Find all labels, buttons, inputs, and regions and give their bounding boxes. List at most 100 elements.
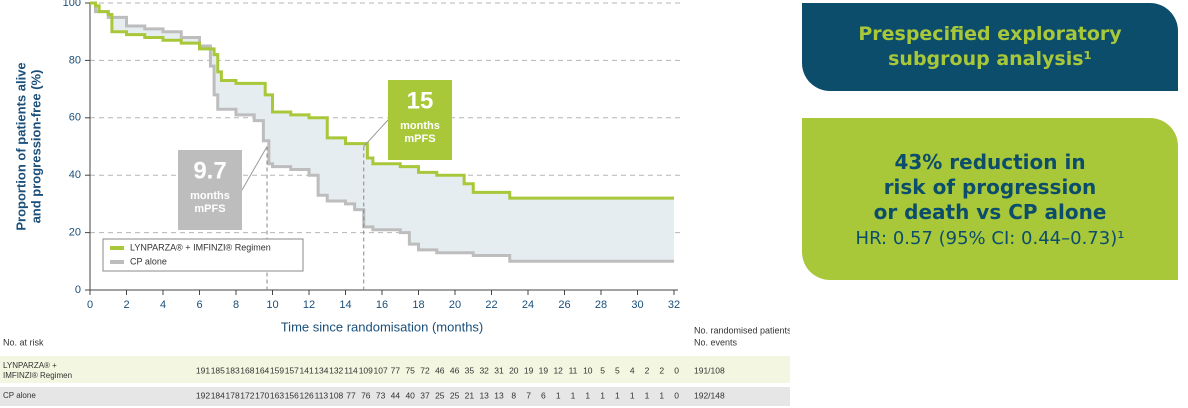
x-tick-label: 2: [123, 299, 129, 311]
legend-label: LYNPARZA® + IMFINZI® Regimen: [130, 242, 271, 252]
annotation-box: [388, 80, 452, 160]
risk-count: 2: [659, 365, 664, 375]
risk-count: 75: [405, 365, 415, 375]
risk-count: 13: [494, 390, 504, 400]
risk-count: 8: [511, 390, 516, 400]
risk-count: 0: [674, 365, 679, 375]
legend-label: CP alone: [130, 256, 167, 266]
result-panel: 43% reduction in risk of progression or …: [802, 118, 1178, 280]
y-tick-label: 20: [69, 227, 81, 239]
x-tick-label: 12: [303, 299, 315, 311]
risk-title: No. at risk: [3, 337, 44, 347]
y-tick-label: 0: [75, 284, 81, 296]
risk-count: 44: [391, 390, 401, 400]
risk-count: 37: [420, 390, 430, 400]
x-tick-label: 20: [449, 299, 461, 311]
connector: [241, 146, 268, 191]
risk-count: 1: [645, 390, 650, 400]
headline-line: or death vs CP alone: [873, 199, 1107, 224]
risk-count: 77: [391, 365, 401, 375]
risk-count: 159: [270, 365, 284, 375]
risk-count: 73: [376, 390, 386, 400]
difference-area: [90, 3, 674, 262]
subgroup-panel: Prespecified exploratory subgroup analys…: [802, 3, 1178, 91]
risk-count: 184: [211, 390, 225, 400]
risk-count: 25: [450, 390, 460, 400]
risk-count: 168: [240, 365, 254, 375]
risk-count: 1: [556, 390, 561, 400]
x-tick-label: 22: [485, 299, 497, 311]
risk-count: 10: [583, 365, 593, 375]
risk-side-header: No. randomised patients/: [694, 325, 790, 335]
risk-count: 11: [569, 365, 578, 375]
y-axis-title: Proportion of patients alive: [13, 62, 28, 230]
risk-count: 13: [479, 390, 489, 400]
x-tick-label: 8: [233, 299, 239, 311]
risk-total: 192/148: [694, 390, 725, 400]
risk-count: 6: [541, 390, 546, 400]
headline-line: risk of progression: [883, 174, 1097, 199]
x-tick-label: 18: [412, 299, 424, 311]
risk-count: 183: [226, 365, 240, 375]
x-tick-label: 30: [631, 299, 643, 311]
risk-count: 19: [524, 365, 534, 375]
connector: [363, 119, 389, 147]
annotation-text: months: [400, 120, 440, 132]
risk-row-bg: [0, 387, 790, 406]
risk-row-label: CP alone: [3, 391, 36, 400]
risk-count: 32: [479, 365, 489, 375]
risk-count: 2: [645, 365, 650, 375]
risk-count: 108: [329, 390, 343, 400]
risk-count: 192: [196, 390, 210, 400]
risk-count: 185: [211, 365, 225, 375]
risk-count: 35: [465, 365, 475, 375]
risk-count: 19: [539, 365, 549, 375]
risk-count: 1: [585, 390, 590, 400]
risk-count: 163: [270, 390, 284, 400]
risk-count: 31: [494, 365, 504, 375]
y-tick-label: 80: [69, 54, 81, 66]
risk-count: 141: [300, 365, 314, 375]
risk-count: 0: [674, 390, 679, 400]
risk-count: 77: [346, 390, 356, 400]
risk-count: 107: [374, 365, 388, 375]
y-tick-label: 60: [69, 112, 81, 124]
x-tick-label: 16: [376, 299, 388, 311]
km-curve: [90, 1, 674, 200]
risk-count: 172: [240, 390, 254, 400]
risk-count: 113: [315, 390, 329, 400]
risk-side-header: No. events: [694, 337, 738, 347]
km-curve: [90, 1, 674, 263]
risk-count: 7: [526, 390, 531, 400]
annotation-text: months: [190, 190, 230, 202]
x-tick-label: 24: [522, 299, 534, 311]
headline-line: 43% reduction in: [894, 149, 1086, 174]
risk-count: 72: [420, 365, 430, 375]
risk-count: 134: [314, 365, 328, 375]
x-tick-label: 0: [87, 299, 93, 311]
x-tick-label: 14: [339, 299, 351, 311]
risk-count: 170: [255, 390, 269, 400]
risk-count: 114: [344, 365, 358, 375]
risk-count: 1: [600, 390, 605, 400]
risk-count: 5: [615, 365, 620, 375]
subgroup-text: Prespecified exploratory subgroup analys…: [858, 23, 1122, 70]
legend-box: [102, 238, 304, 272]
annotation-value: 15: [407, 87, 434, 114]
risk-count: 46: [450, 365, 460, 375]
x-tick-label: 10: [266, 299, 278, 311]
annotation-text: mPFS: [404, 133, 435, 145]
risk-count: 21: [465, 390, 475, 400]
risk-count: 126: [300, 390, 314, 400]
y-axis-title: and progression-free (%): [28, 70, 43, 224]
y-tick-label: 100: [63, 0, 81, 9]
risk-count: 132: [329, 365, 343, 375]
risk-row-label: LYNPARZA® +: [3, 361, 57, 370]
risk-count: 156: [285, 390, 299, 400]
x-tick-label: 32: [668, 299, 680, 311]
risk-count: 191: [196, 365, 210, 375]
x-axis-title: Time since randomisation (months): [281, 319, 484, 334]
risk-total: 191/108: [694, 365, 725, 375]
